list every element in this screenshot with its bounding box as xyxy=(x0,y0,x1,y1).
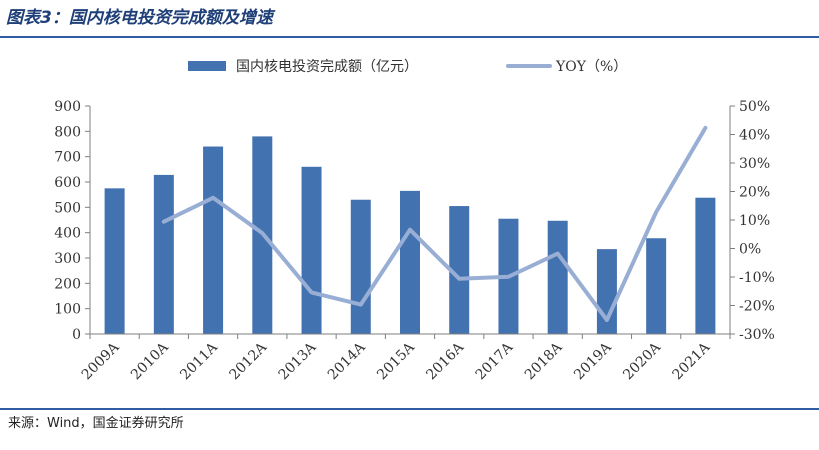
x-tick-label: 2017A xyxy=(473,339,517,383)
yoy-point xyxy=(261,232,263,234)
legend-bar-swatch xyxy=(188,61,226,71)
x-tick-label: 2018A xyxy=(522,339,566,383)
right-tick-label: 40% xyxy=(739,128,770,144)
x-tick-label: 2009A xyxy=(79,339,123,383)
x-tick-label: 2011A xyxy=(177,339,221,383)
legend: 国内核电投资完成额（亿元） YOY（%） xyxy=(188,59,627,75)
left-tick-label: 400 xyxy=(54,226,81,242)
top-rule xyxy=(0,36,819,38)
bar xyxy=(695,197,716,334)
right-tick-label: -10% xyxy=(739,270,775,286)
x-axis-labels: 2009A 2010A 2011A 2012A 2013A 2014A 2015A 2016A… xyxy=(79,339,714,383)
yoy-point xyxy=(557,253,559,255)
left-tick-label: 700 xyxy=(54,150,81,166)
bar xyxy=(646,238,667,334)
axes xyxy=(89,106,731,339)
left-tick-label: 100 xyxy=(54,302,81,318)
bar xyxy=(449,206,470,334)
yoy-point xyxy=(163,221,165,223)
bottom-rule xyxy=(0,408,819,410)
x-tick-label: 2013A xyxy=(276,339,320,383)
yoy-point xyxy=(360,304,362,306)
left-tick-label: 900 xyxy=(54,99,81,115)
yoy-point xyxy=(409,229,411,231)
right-tick-label: -30% xyxy=(739,327,775,343)
bar xyxy=(104,188,125,334)
right-tick-label: 0% xyxy=(739,242,761,258)
yoy-point xyxy=(655,211,657,213)
bar xyxy=(547,220,568,334)
x-tick-label: 2014A xyxy=(325,339,369,383)
legend-bar-label: 国内核电投资完成额（亿元） xyxy=(236,59,418,75)
right-tick-label: 10% xyxy=(739,213,770,229)
x-tick-label: 2020A xyxy=(620,339,664,383)
yoy-point xyxy=(704,127,706,129)
x-tick-label: 2019A xyxy=(571,339,615,383)
right-tick-label: -20% xyxy=(739,299,775,315)
legend-line-label: YOY（%） xyxy=(555,59,627,75)
right-axis-ticks: -30% -20% -10% 0% 10% 20% 30% 40% 50% xyxy=(730,99,775,343)
bar xyxy=(400,190,420,334)
yoy-point xyxy=(606,319,608,321)
bar xyxy=(350,199,371,334)
x-tick-label: 2021A xyxy=(670,339,714,383)
left-tick-label: 500 xyxy=(54,200,81,216)
left-tick-label: 200 xyxy=(54,276,81,292)
source-note: 来源：Wind，国金证券研究所 xyxy=(8,416,184,431)
left-tick-label: 300 xyxy=(54,251,81,267)
x-tick-label: 2015A xyxy=(374,339,418,383)
left-tick-label: 0 xyxy=(72,327,81,343)
right-tick-label: 20% xyxy=(739,185,770,201)
x-tick-label: 2016A xyxy=(423,339,467,383)
right-tick-label: 30% xyxy=(739,156,770,172)
yoy-line xyxy=(161,125,708,322)
line-series xyxy=(161,125,708,322)
bar xyxy=(203,146,224,334)
left-axis-ticks: 0 100 200 300 400 500 600 700 800 900 xyxy=(54,99,90,343)
right-tick-label: 50% xyxy=(739,99,770,115)
bar-series xyxy=(104,136,716,334)
left-tick-label: 600 xyxy=(54,175,81,191)
yoy-point xyxy=(458,278,460,280)
left-tick-label: 800 xyxy=(54,124,81,140)
bar xyxy=(153,174,174,334)
yoy-point xyxy=(507,276,509,278)
yoy-point xyxy=(212,197,214,199)
figure-title: 图表3：国内核电投资完成额及增速 xyxy=(6,8,273,28)
x-tick-label: 2010A xyxy=(128,339,172,383)
bar xyxy=(301,166,322,334)
x-tick-label: 2012A xyxy=(226,339,270,383)
yoy-point xyxy=(311,291,313,293)
chart: 国内核电投资完成额（亿元） YOY（%） 0 100 200 300 400 500 600… xyxy=(54,59,775,383)
